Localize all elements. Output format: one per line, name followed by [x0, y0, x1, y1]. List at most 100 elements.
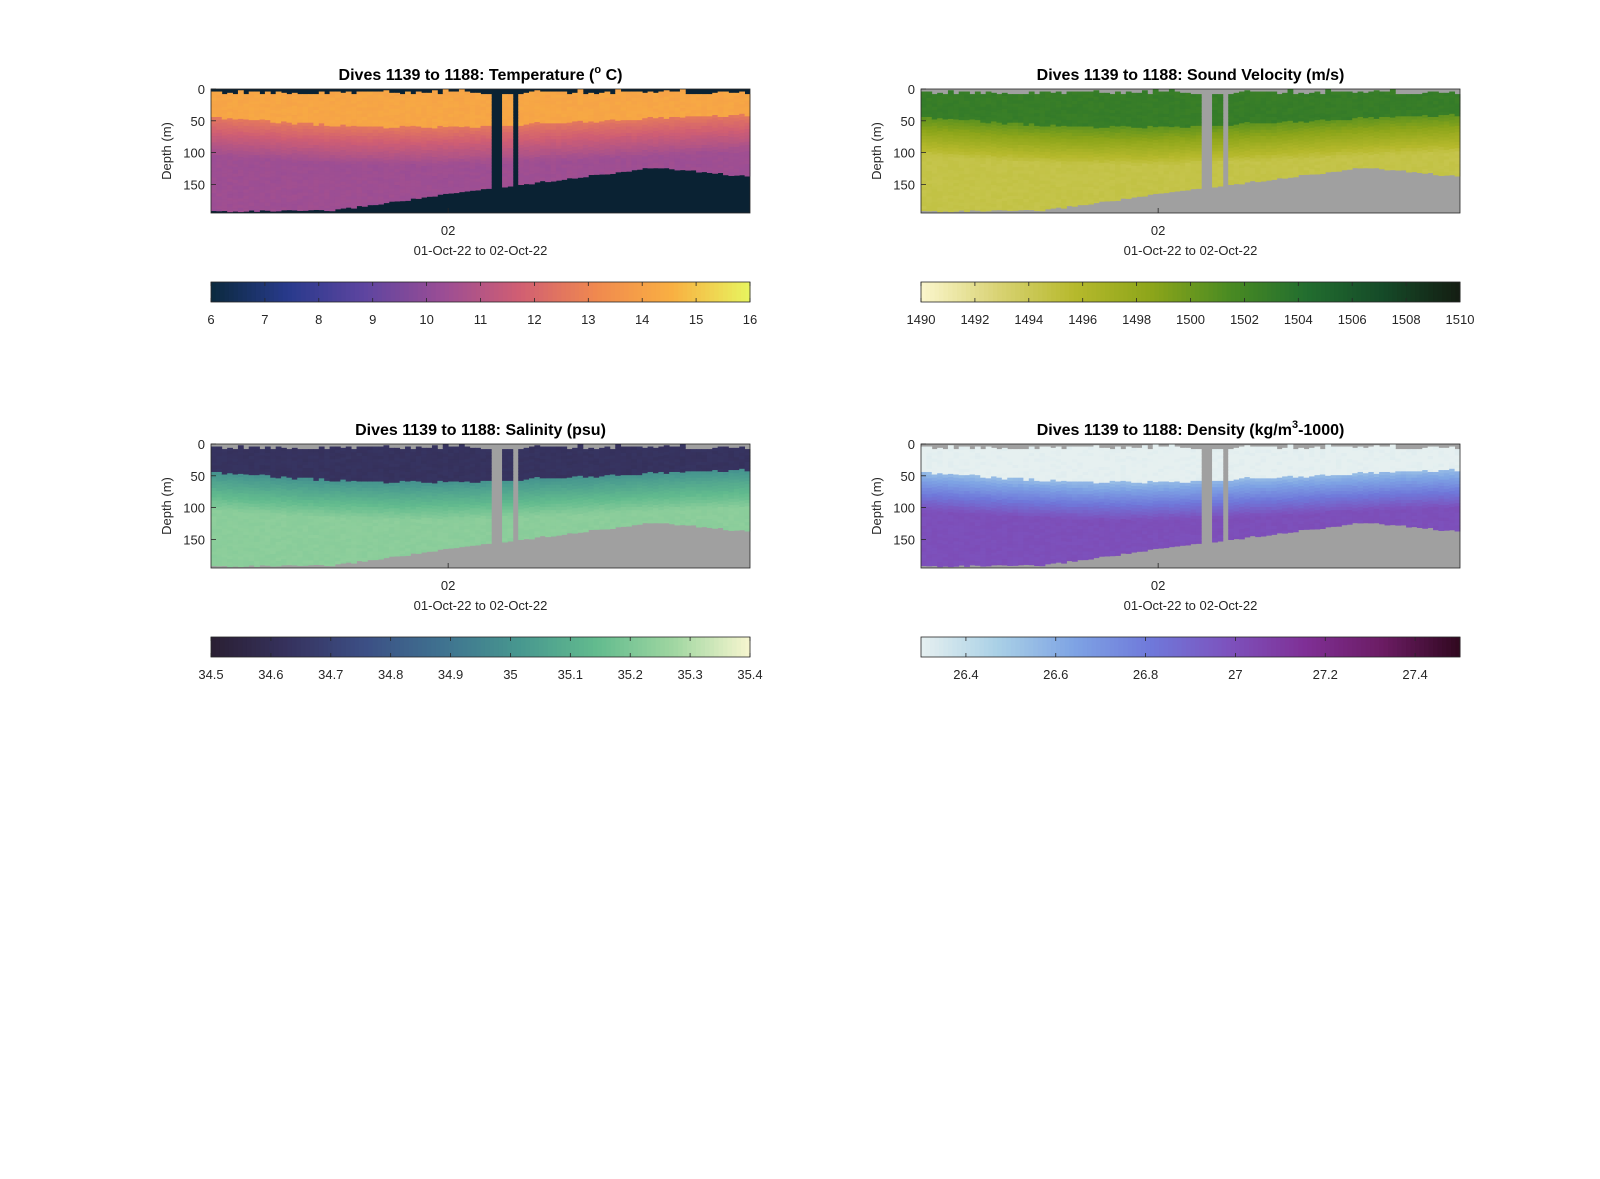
heatmap-cell — [690, 116, 697, 120]
heatmap-cell — [475, 105, 481, 110]
heatmap-cell — [674, 101, 681, 105]
heatmap-cell — [308, 176, 314, 181]
heatmap-cell — [345, 177, 352, 181]
heatmap-cell — [1012, 144, 1019, 149]
heatmap-cell — [652, 137, 659, 141]
heatmap-cell — [582, 97, 589, 101]
heatmap-cell — [701, 157, 708, 162]
heatmap-cell — [394, 102, 401, 106]
heatmap-cell — [1093, 125, 1100, 129]
heatmap-cell — [426, 165, 433, 170]
heatmap-cell — [221, 157, 228, 162]
heatmap-cell — [620, 161, 627, 166]
heatmap-cell — [1136, 178, 1143, 183]
heatmap-cell — [1028, 193, 1035, 197]
heatmap-cell — [442, 101, 449, 106]
heatmap-cell — [308, 195, 314, 200]
heatmap-cell — [926, 180, 933, 185]
heatmap-cell — [308, 202, 314, 206]
heatmap-cell — [1098, 102, 1105, 106]
heatmap-cell — [1185, 130, 1191, 135]
heatmap-cell — [582, 173, 589, 178]
heatmap-cell — [1179, 99, 1186, 103]
heatmap-cell — [701, 167, 708, 171]
heatmap-cell — [1088, 148, 1094, 153]
heatmap-cell — [739, 132, 746, 137]
heatmap-cell — [1088, 155, 1094, 159]
heatmap-cell — [1050, 156, 1057, 160]
heatmap-cell — [410, 179, 417, 184]
colorbar-swatch — [255, 282, 261, 302]
heatmap-cell — [937, 118, 943, 122]
heatmap-cell — [566, 135, 573, 139]
heatmap-cell — [1093, 169, 1100, 174]
heatmap-cell — [958, 113, 965, 118]
heatmap-cell — [969, 148, 976, 152]
heatmap-cell — [953, 125, 960, 130]
heatmap-cell — [469, 115, 476, 119]
heatmap-cell — [577, 127, 584, 131]
heatmap-cell — [518, 122, 525, 127]
heatmap-cell — [550, 129, 557, 134]
heatmap-cell — [1131, 95, 1137, 100]
heatmap-cell — [286, 122, 293, 127]
heatmap-cell — [243, 154, 250, 159]
heatmap-cell — [437, 119, 444, 124]
heatmap-cell — [291, 188, 298, 192]
heatmap-cell — [1136, 150, 1143, 154]
heatmap-cell — [281, 194, 287, 199]
heatmap-cell — [974, 97, 981, 102]
heatmap-cell — [394, 159, 401, 164]
heatmap-cell — [555, 126, 562, 131]
heatmap-cell — [728, 108, 735, 113]
heatmap-cell — [685, 144, 692, 149]
heatmap-cell — [1001, 207, 1008, 211]
heatmap-cell — [1131, 159, 1137, 164]
heatmap-cell — [329, 139, 336, 143]
heatmap-cell — [437, 170, 444, 174]
heatmap-cell — [1120, 144, 1127, 149]
heatmap-cell — [475, 150, 481, 154]
heatmap-cell — [345, 104, 352, 108]
heatmap-cell — [647, 155, 654, 159]
heatmap-cell — [1179, 159, 1186, 164]
heatmap-cell — [523, 153, 530, 157]
heatmap-cell — [599, 124, 605, 129]
heatmap-cell — [712, 156, 719, 160]
heatmap-cell — [1098, 92, 1105, 97]
heatmap-cell — [324, 164, 330, 168]
heatmap-cell — [286, 192, 293, 197]
heatmap-cell — [1168, 130, 1175, 134]
heatmap-cell — [415, 113, 422, 118]
heatmap-cell — [232, 103, 239, 108]
heatmap-cell — [545, 139, 551, 143]
heatmap-cell — [281, 181, 287, 186]
heatmap-cell — [712, 115, 719, 119]
heatmap-cell — [658, 116, 665, 121]
heatmap-cell — [561, 158, 568, 162]
heatmap-cell — [518, 138, 525, 143]
heatmap-cell — [1001, 127, 1008, 132]
heatmap-cell — [356, 110, 363, 115]
heatmap-cell — [636, 123, 643, 127]
heatmap-cell — [405, 158, 411, 162]
heatmap-cell — [529, 155, 535, 159]
heatmap-cell — [302, 170, 309, 174]
heatmap-cell — [1093, 144, 1100, 148]
heatmap-cell — [270, 135, 277, 139]
heatmap-cell — [921, 136, 927, 140]
colorbar-swatch — [552, 282, 558, 302]
heatmap-cell — [615, 120, 622, 125]
heatmap-cell — [475, 111, 481, 116]
heatmap-cell — [469, 140, 476, 145]
heatmap-cell — [345, 206, 352, 208]
heatmap-cell — [259, 195, 266, 200]
heatmap-cell — [991, 169, 997, 173]
heatmap-cell — [947, 185, 954, 190]
heatmap-cell — [351, 176, 357, 181]
heatmap-cell — [1163, 161, 1170, 166]
heatmap-cell — [356, 180, 363, 185]
heatmap-cell — [334, 104, 341, 108]
heatmap-cell — [518, 103, 525, 108]
heatmap-cell — [264, 94, 271, 99]
